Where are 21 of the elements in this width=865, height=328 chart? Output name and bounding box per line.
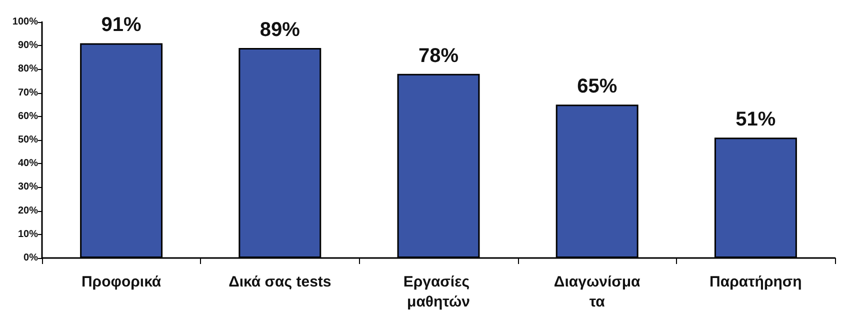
x-tick-label: Παρατήρηση [710, 274, 802, 290]
y-tick-label: 70% [18, 87, 38, 98]
x-tick-label: Δικά σας tests [228, 274, 332, 290]
y-tick-label: 60% [18, 110, 38, 122]
y-tick-label: 80% [18, 64, 38, 75]
data-label: 91% [101, 14, 142, 36]
y-tick-label: 10% [18, 228, 38, 240]
y-tick-label: 50% [18, 134, 38, 146]
y-tick-label: 90% [18, 40, 38, 52]
data-label: 65% [577, 76, 618, 98]
data-label: 51% [736, 108, 776, 131]
y-tick-label: 0% [24, 252, 38, 264]
data-label: 78% [418, 44, 459, 67]
x-tick-label: Προφορικά [81, 274, 162, 290]
x-tick-label: Εργασίες μαθητών [403, 274, 474, 310]
y-tick-label: 100% [12, 16, 38, 28]
data-label: 89% [260, 18, 300, 41]
y-tick-label: 30% [18, 182, 38, 193]
y-tick-label: 20% [18, 205, 38, 216]
y-tick-label: 40% [18, 158, 38, 170]
x-tick-label: Διαγωνίσματα [554, 274, 642, 310]
